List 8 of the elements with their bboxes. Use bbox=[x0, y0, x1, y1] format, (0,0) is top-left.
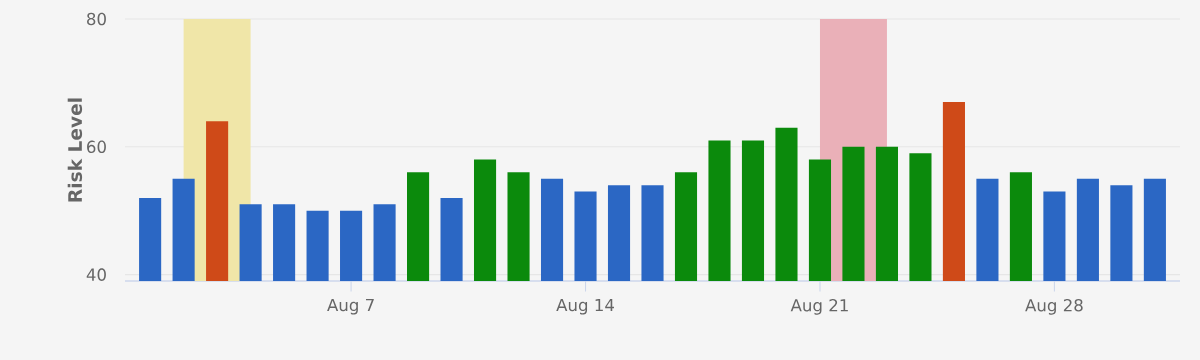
y-axis-title: Risk Level bbox=[67, 98, 83, 202]
x-tick-label: Aug 28 bbox=[1025, 298, 1083, 315]
y-tick-label: 80 bbox=[87, 12, 106, 26]
x-tick-label: Aug 21 bbox=[790, 298, 848, 315]
x-tick-label: Aug 14 bbox=[556, 298, 614, 315]
y-tick-label: 40 bbox=[86, 268, 106, 281]
y-tick-label: 60 bbox=[87, 140, 106, 154]
x-tick-label: Aug 7 bbox=[327, 298, 374, 315]
